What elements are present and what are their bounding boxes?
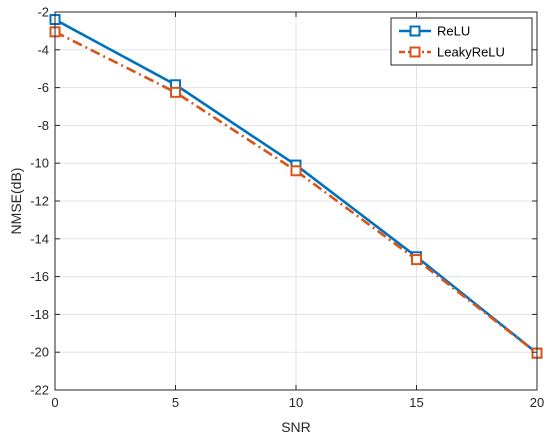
y-tick-label: -4 — [37, 42, 49, 57]
x-tick-label: 0 — [51, 395, 58, 410]
y-tick-label: -2 — [37, 5, 49, 20]
y-axis-label: NMSE(dB) — [8, 168, 24, 235]
x-tick-label: 5 — [172, 395, 179, 410]
y-tick-label: -12 — [30, 194, 49, 209]
axis-ticks: 0 5 10 15 20 -2 -4 -6 -8 -10 -12 -14 -16 -18 -20 -22 — [30, 5, 544, 411]
y-tick-label: -8 — [37, 118, 49, 133]
y-tick-label: -14 — [30, 231, 49, 246]
x-tick-label: 10 — [289, 395, 303, 410]
legend-label: LeakyReLU — [437, 45, 505, 60]
y-tick-label: -16 — [30, 269, 49, 284]
y-tick-label: -10 — [30, 156, 49, 171]
y-tick-label: -6 — [37, 80, 49, 95]
legend-entry: LeakyReLU — [399, 45, 505, 60]
legend: ReLU LeakyReLU — [390, 17, 533, 66]
y-tick-label: -22 — [30, 383, 49, 398]
data-point-marker — [411, 254, 422, 266]
legend-label: ReLU — [437, 24, 470, 39]
data-point-marker — [170, 86, 181, 98]
y-tick-label: -18 — [30, 307, 49, 322]
x-tick-label: 20 — [530, 395, 544, 410]
legend-swatch-marker — [409, 25, 421, 37]
legend-entry: ReLU — [399, 24, 470, 39]
x-axis-label: SNR — [281, 419, 311, 435]
y-tick-label: -20 — [30, 345, 49, 360]
series-line — [54, 30, 538, 355]
data-point-marker — [290, 165, 302, 177]
x-tick-label: 15 — [409, 395, 423, 410]
legend-swatch-marker — [409, 46, 421, 58]
